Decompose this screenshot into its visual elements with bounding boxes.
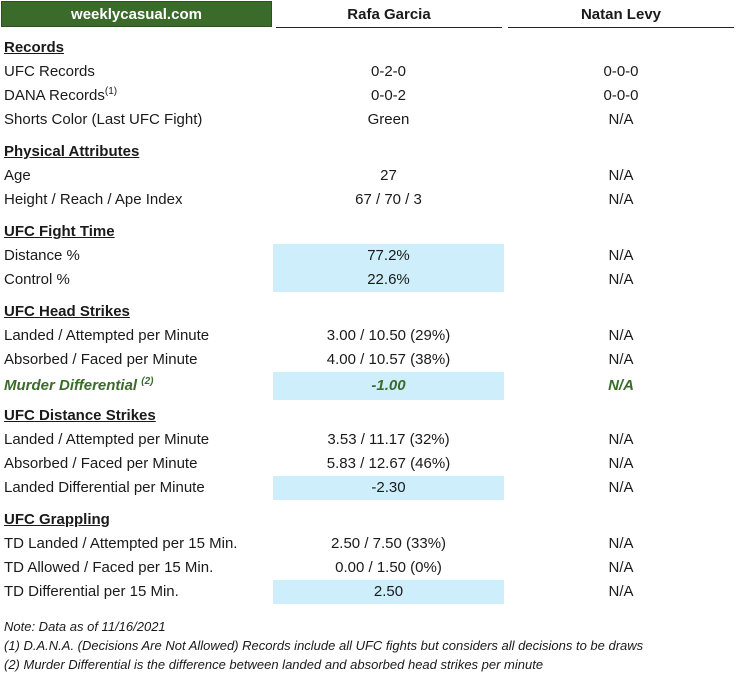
section-grappling: UFC Grappling: [0, 508, 738, 532]
row-label: Landed / Attempted per Minute: [4, 431, 210, 448]
section-head-strikes: UFC Head Strikes: [0, 300, 738, 324]
fighter-b-value: N/A: [608, 271, 634, 288]
section-title: UFC Fight Time: [4, 223, 115, 240]
table-row-murder-differential: Murder Differential (2) -1.00 N/A: [0, 372, 738, 400]
fighter-a-value: -2.30: [273, 476, 504, 500]
section-title: Records: [4, 39, 65, 56]
fighter-b-value: N/A: [608, 431, 634, 448]
footnote-1: (1) D.A.N.A. (Decisions Are Not Allowed)…: [4, 638, 644, 653]
row-label: Height / Reach / Ape Index: [4, 191, 183, 208]
footnote-marker: (1): [104, 86, 118, 97]
section-records: Records: [0, 36, 738, 60]
section-fight-time: UFC Fight Time: [0, 220, 738, 244]
fighter-b-value: N/A: [608, 191, 634, 208]
table-row: Height / Reach / Ape Index 67 / 70 / 3 N…: [0, 188, 738, 212]
fighter-a-value: 3.53 / 11.17 (32%): [327, 431, 450, 448]
brand-logo: weeklycasual.com: [1, 1, 272, 27]
row-label: Landed Differential per Minute: [4, 479, 205, 496]
fighter-a-value: 2.50 / 7.50 (33%): [330, 535, 447, 552]
fighter-b-value: N/A: [608, 583, 634, 600]
row-label-text: Murder Differential: [4, 377, 138, 394]
fighter-b-value: 0-0-0: [603, 63, 639, 80]
row-label: TD Differential per 15 Min.: [4, 583, 179, 600]
fighter-a-value: Green: [367, 111, 410, 128]
row-label: Distance %: [4, 247, 80, 264]
data-date-note: Note: Data as of 11/16/2021: [4, 619, 166, 634]
row-label: TD Allowed / Faced per 15 Min.: [4, 559, 214, 576]
stats-table: Records UFC Records 0-2-0 0-0-0 DANA Rec…: [0, 36, 738, 604]
row-label: Murder Differential (2): [4, 372, 154, 400]
fighter-b-value: N/A: [608, 455, 634, 472]
fighter-a-value: 5.83 / 12.67 (46%): [326, 455, 451, 472]
section-title: UFC Head Strikes: [4, 303, 130, 320]
table-row: Absorbed / Faced per Minute 4.00 / 10.57…: [0, 348, 738, 372]
row-label: Control %: [4, 271, 70, 288]
table-header: weeklycasual.com Rafa Garcia Natan Levy: [0, 0, 738, 28]
table-row: Control % 22.6% N/A: [0, 268, 738, 292]
table-row: TD Landed / Attempted per 15 Min. 2.50 /…: [0, 532, 738, 556]
row-label: DANA Records(1): [4, 84, 117, 108]
section-physical: Physical Attributes: [0, 140, 738, 164]
section-title: Physical Attributes: [4, 143, 140, 160]
table-row: Age 27 N/A: [0, 164, 738, 188]
fighter-b-value: N/A: [608, 377, 634, 394]
fighter-a-value: 4.00 / 10.57 (38%): [326, 351, 451, 368]
row-label: TD Landed / Attempted per 15 Min.: [4, 535, 238, 552]
section-title: UFC Distance Strikes: [4, 407, 156, 424]
fighter-b-header: Natan Levy: [508, 1, 734, 28]
table-row: Distance % 77.2% N/A: [0, 244, 738, 268]
fighter-a-value: 0-0-2: [370, 87, 407, 104]
table-row: TD Differential per 15 Min. 2.50 N/A: [0, 580, 738, 604]
footnote-marker: (2): [141, 376, 154, 387]
fighter-b-value: N/A: [608, 167, 634, 184]
fighter-b-value: N/A: [608, 479, 634, 496]
footnotes: Note: Data as of 11/16/2021 (1) D.A.N.A.…: [4, 617, 738, 674]
table-row: Landed / Attempted per Minute 3.00 / 10.…: [0, 324, 738, 348]
table-row: Absorbed / Faced per Minute 5.83 / 12.67…: [0, 452, 738, 476]
table-row: UFC Records 0-2-0 0-0-0: [0, 60, 738, 84]
table-row: Landed / Attempted per Minute 3.53 / 11.…: [0, 428, 738, 452]
table-row: TD Allowed / Faced per 15 Min. 0.00 / 1.…: [0, 556, 738, 580]
fighter-b-value: 0-0-0: [603, 87, 639, 104]
row-label: Landed / Attempted per Minute: [4, 327, 210, 344]
fighter-a-value: 2.50: [273, 580, 504, 604]
fighter-a-header: Rafa Garcia: [276, 1, 502, 28]
row-label: Absorbed / Faced per Minute: [4, 455, 198, 472]
table-row: Landed Differential per Minute -2.30 N/A: [0, 476, 738, 500]
row-label: Absorbed / Faced per Minute: [4, 351, 198, 368]
fighter-a-value: 3.00 / 10.50 (29%): [326, 327, 451, 344]
table-row: DANA Records(1) 0-0-2 0-0-0: [0, 84, 738, 108]
fighter-b-value: N/A: [608, 559, 634, 576]
fighter-a-value: 22.6%: [273, 268, 504, 292]
footnote-2: (2) Murder Differential is the differenc…: [4, 657, 544, 672]
section-title: UFC Grappling: [4, 511, 110, 528]
fighter-b-value: N/A: [608, 327, 634, 344]
fighter-a-value: 0-2-0: [370, 63, 407, 80]
section-distance-strikes: UFC Distance Strikes: [0, 404, 738, 428]
table-row: Shorts Color (Last UFC Fight) Green N/A: [0, 108, 738, 132]
row-label-text: DANA Records: [4, 87, 105, 104]
fighter-b-value: N/A: [608, 247, 634, 264]
fighter-a-value: 67 / 70 / 3: [355, 191, 422, 208]
row-label: UFC Records: [4, 63, 95, 80]
fighter-b-value: N/A: [608, 535, 634, 552]
fighter-b-value: N/A: [608, 111, 634, 128]
fighter-b-value: N/A: [608, 351, 634, 368]
fighter-a-value: 27: [380, 167, 397, 184]
fighter-a-value: 0.00 / 1.50 (0%): [335, 559, 442, 576]
fighter-a-value: -1.00: [273, 372, 504, 400]
row-label: Age: [4, 167, 31, 184]
row-label: Shorts Color (Last UFC Fight): [4, 111, 203, 128]
fighter-a-value: 77.2%: [273, 244, 504, 268]
